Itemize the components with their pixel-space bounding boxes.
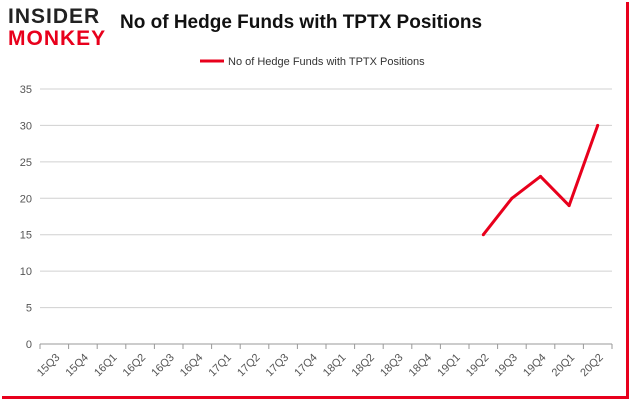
x-tick-label: 18Q1	[321, 352, 349, 380]
data-point	[596, 123, 600, 127]
x-tick-label: 16Q1	[92, 352, 120, 380]
y-tick-label: 5	[26, 303, 32, 315]
y-axis-ticks: 0 5 10 15 20 25 30 35	[20, 84, 32, 351]
insider-monkey-logo: INSIDER MONKEY	[8, 6, 106, 50]
x-tick-label: 18Q3	[378, 352, 406, 380]
series-line-0	[482, 124, 600, 236]
x-tick-label: 15Q3	[35, 352, 63, 380]
grid	[39, 88, 613, 349]
y-tick-label: 0	[26, 339, 32, 351]
x-tick-label: 19Q3	[492, 352, 520, 380]
x-tick-label: 18Q2	[349, 352, 377, 380]
x-tick-label: 17Q2	[235, 352, 263, 380]
chart-frame	[2, 2, 629, 399]
x-tick-label: 19Q2	[464, 352, 492, 380]
x-tick-label: 17Q4	[292, 352, 320, 380]
y-tick-label: 25	[20, 157, 32, 169]
x-axis-ticks: 15Q3 15Q4 16Q1 16Q2 16Q3 16Q4 17Q1 17Q2 17Q3 17Q4…	[35, 352, 606, 380]
y-tick-label: 10	[20, 266, 32, 278]
x-tick-label: 17Q3	[264, 352, 292, 380]
y-tick-label: 15	[20, 230, 32, 242]
chart-title: No of Hedge Funds with TPTX Positions	[120, 12, 483, 33]
data-point	[539, 174, 542, 178]
y-tick-label: 20	[20, 193, 32, 205]
x-tick-label: 16Q3	[149, 352, 177, 380]
x-tick-label: 19Q1	[435, 352, 463, 380]
x-tick-label: 20Q1	[550, 352, 578, 380]
legend-label: No of Hedge Funds with TPTX Positions	[228, 56, 425, 68]
data-point	[567, 204, 571, 208]
logo-line-1: INSIDER	[8, 5, 101, 28]
x-tick-label: 18Q4	[407, 352, 435, 380]
data-point	[510, 196, 514, 200]
data-point	[481, 233, 485, 237]
x-tick-label: 16Q4	[178, 352, 206, 380]
legend: No of Hedge Funds with TPTX Positions	[200, 56, 425, 68]
series-layer	[481, 123, 600, 237]
logo-line-2: MONKEY	[8, 27, 107, 50]
x-tick-label: 17Q1	[206, 352, 234, 380]
x-tick-label: 16Q2	[121, 352, 149, 380]
x-tick-label: 19Q4	[521, 352, 549, 380]
x-tick-label: 15Q4	[63, 352, 91, 380]
y-tick-label: 35	[20, 84, 32, 96]
x-tick-label: 20Q2	[578, 352, 606, 380]
y-tick-label: 30	[20, 120, 32, 132]
